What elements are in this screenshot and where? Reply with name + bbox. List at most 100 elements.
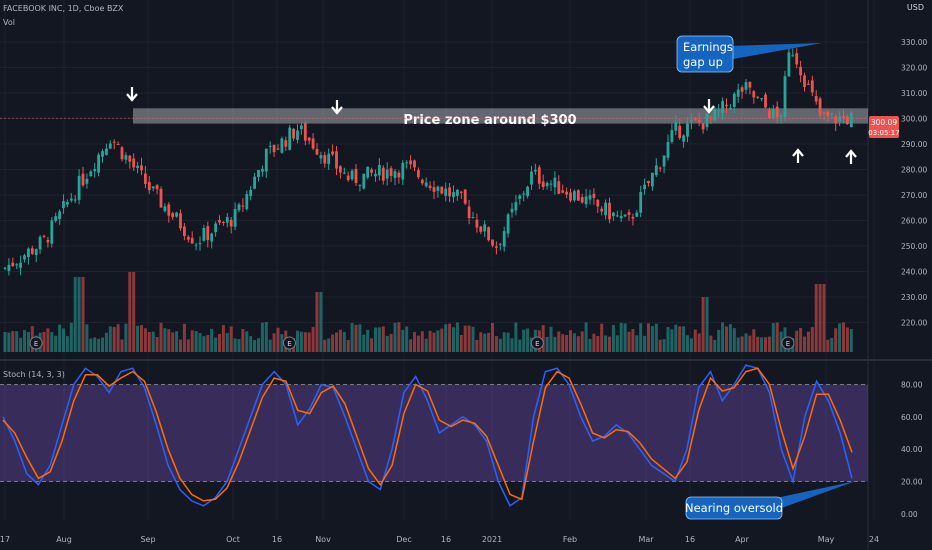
volume-bar xyxy=(623,323,627,352)
candle-body xyxy=(467,206,471,219)
candle-body xyxy=(697,119,701,123)
candle-body xyxy=(651,172,654,187)
volume-bar xyxy=(264,322,268,352)
currency-label[interactable]: USD xyxy=(906,3,924,12)
volume-bar xyxy=(842,322,845,352)
volume-bar xyxy=(140,325,143,352)
candle-body xyxy=(89,171,93,177)
price-zone-band xyxy=(133,108,868,124)
candle-body xyxy=(27,248,30,258)
volume-bar xyxy=(588,338,592,352)
candle-body xyxy=(541,181,545,188)
candle-body xyxy=(775,106,779,118)
volume-bar xyxy=(654,323,658,352)
down-arrow-icon xyxy=(126,87,138,102)
candle-body xyxy=(218,219,221,223)
volume-bar xyxy=(682,326,686,352)
volume-bar xyxy=(245,331,249,352)
price-tick-label: 250.00 xyxy=(901,242,927,251)
volume-bar xyxy=(409,339,413,352)
volume-bar xyxy=(424,338,428,352)
volume-bar xyxy=(104,332,108,352)
candle-body xyxy=(456,189,459,196)
stoch-k-line xyxy=(2,364,853,507)
candle-body xyxy=(822,112,826,114)
candle-body xyxy=(222,222,225,224)
volume-bar xyxy=(202,336,206,352)
candle-body xyxy=(292,128,295,139)
volume-bar xyxy=(221,325,225,352)
price-tick-label: 230.00 xyxy=(901,293,927,302)
price-tick-label: 270.00 xyxy=(901,191,927,200)
time-tick-label: Sep xyxy=(140,535,155,544)
volume-bar xyxy=(46,328,50,352)
time-tick-label: 16 xyxy=(685,535,695,544)
candle-body xyxy=(654,165,658,176)
candle-body xyxy=(452,192,455,198)
volume-bar xyxy=(506,332,510,352)
callout-bottom-pointer xyxy=(776,481,856,510)
price-tag-countdown: 03:05:17 xyxy=(868,129,899,137)
candle-body xyxy=(448,187,451,197)
volume-bar xyxy=(323,339,327,352)
candle-body xyxy=(311,138,315,149)
candle-body xyxy=(280,138,284,153)
volume-bar xyxy=(136,325,140,352)
time-tick-label: Feb xyxy=(563,535,577,544)
volume-bar xyxy=(814,284,818,352)
volume-bar xyxy=(565,334,569,352)
volume-bar xyxy=(627,331,631,352)
up-arrow-icon xyxy=(845,149,857,164)
price-zone: Price zone around $300 xyxy=(133,108,868,128)
stoch-band xyxy=(0,384,868,482)
volume-bar xyxy=(428,330,432,352)
volume-bar xyxy=(374,327,377,352)
axis-labels: 220.00230.00240.00250.00260.00270.00280.… xyxy=(0,38,927,544)
candle-body xyxy=(241,205,245,207)
candle-body xyxy=(842,116,845,118)
candle-body xyxy=(163,206,167,212)
earnings-marker xyxy=(29,336,43,350)
time-tick-label: Dec xyxy=(396,535,411,544)
candle-body xyxy=(631,216,635,219)
candle-body xyxy=(66,201,69,205)
candle-body xyxy=(803,75,806,88)
volume-bar xyxy=(522,329,526,352)
price-tick-label: 220.00 xyxy=(901,319,927,328)
candle-body xyxy=(413,160,416,168)
candle-body xyxy=(666,142,670,158)
candle-body xyxy=(760,98,763,100)
volume-bar xyxy=(584,322,588,352)
volume-bar xyxy=(452,327,455,352)
candle-body xyxy=(335,151,338,169)
candle-body xyxy=(303,123,307,141)
candle-body xyxy=(284,140,288,147)
candle-body xyxy=(155,185,159,190)
volume-bar xyxy=(210,328,214,352)
volume-bar xyxy=(479,332,483,352)
volume-bar xyxy=(806,331,810,352)
volume-bar xyxy=(600,323,604,352)
candle-body xyxy=(725,104,728,107)
volume-bar xyxy=(650,326,654,352)
time-tick-label: Aug xyxy=(56,535,72,544)
volume-bar xyxy=(686,335,689,352)
candle-body xyxy=(186,236,190,240)
candle-body xyxy=(557,181,561,194)
candle-body xyxy=(23,255,26,260)
volume-bar xyxy=(744,333,748,352)
callout-top-line1: Earnings xyxy=(683,40,733,54)
volume-bar xyxy=(826,339,830,352)
candle-body xyxy=(615,215,619,217)
volume-bar xyxy=(272,333,276,352)
candle-body xyxy=(296,130,299,140)
volume-bar xyxy=(740,336,744,352)
candle-body xyxy=(814,96,818,102)
candle-body xyxy=(658,167,662,169)
volume-bar xyxy=(237,339,241,352)
time-tick-label: Apr xyxy=(735,535,750,544)
price-tick-label: 330.00 xyxy=(901,38,927,47)
candle-body xyxy=(612,212,615,216)
candle-body xyxy=(202,227,206,241)
